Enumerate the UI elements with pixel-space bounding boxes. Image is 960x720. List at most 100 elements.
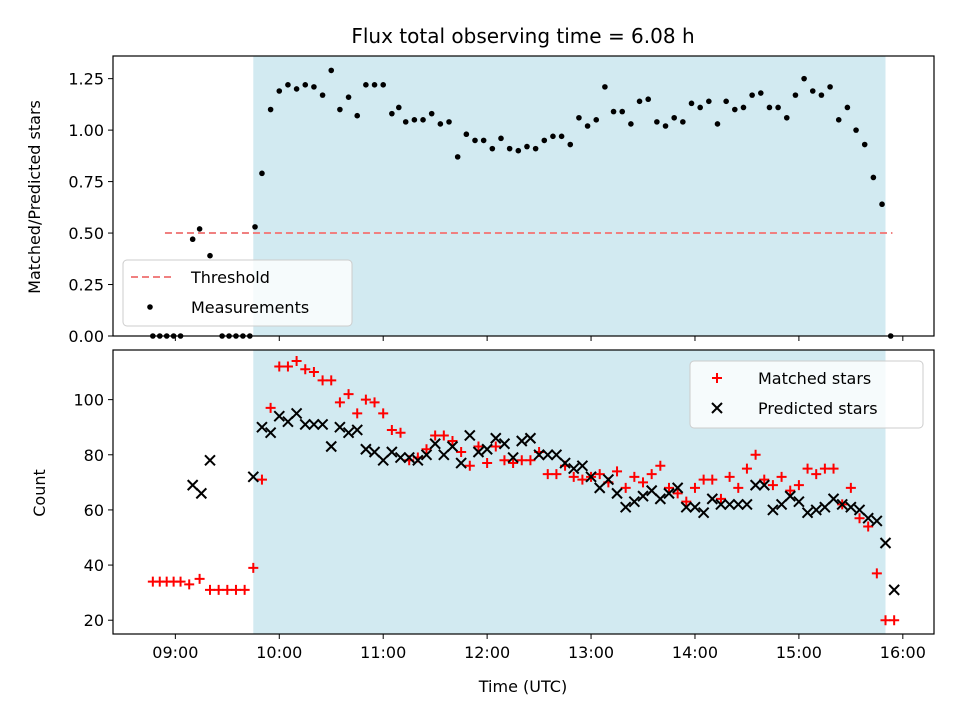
top-measurement-point (515, 147, 522, 154)
bottom-x-tick-label: 15:00 (776, 643, 822, 662)
top-measurement-point (732, 106, 738, 113)
top-measurement-point (276, 88, 283, 94)
top-legend-label: Measurements (191, 298, 309, 317)
bottom-matched-stars-point (681, 496, 692, 507)
bottom-predicted-stars-point (879, 537, 892, 549)
bottom-predicted-stars-point (706, 493, 719, 505)
bottom-matched-stars-point (551, 469, 562, 480)
bottom-matched-stars-point (568, 471, 579, 482)
top-measurement-point (775, 104, 781, 111)
top-chart-title: Flux total observing time = 6.08 h (351, 24, 694, 48)
bottom-y-tick-label: 80 (84, 446, 104, 465)
top-measurement-point (328, 67, 335, 74)
bottom-matched-stars-point (819, 463, 830, 474)
bottom-predicted-stars-point (386, 446, 398, 458)
bottom-matched-stars-point (802, 463, 813, 474)
top-measurement-point (879, 201, 885, 208)
bottom-matched-stars-point (274, 361, 285, 372)
bottom-predicted-stars-point (697, 506, 710, 519)
top-y-tick-label: 0.75 (68, 173, 104, 192)
bottom-matched-stars-point (456, 447, 467, 458)
bottom-matched-stars-point (508, 458, 519, 469)
bottom-predicted-stars-point (507, 451, 519, 464)
bottom-matched-stars-point (239, 584, 250, 595)
bottom-matched-stars-point (369, 397, 380, 408)
bottom-y-tick-label: 20 (84, 611, 104, 630)
bottom-predicted-stars-point (801, 506, 814, 519)
bottom-matched-stars-point (793, 480, 804, 491)
bottom-predicted-stars-point (793, 495, 805, 508)
bottom-matched-stars-point (542, 469, 553, 480)
bottom-matched-stars-point (767, 480, 778, 491)
bottom-predicted-stars-point (490, 432, 502, 444)
top-measurement-point (302, 82, 309, 88)
bottom-predicted-stars-point (516, 435, 528, 447)
top-measurement-point (196, 226, 203, 232)
top-measurement-point (749, 92, 755, 98)
bottom-matched-stars-point (194, 573, 205, 584)
bottom-matched-stars-point (438, 430, 449, 441)
bottom-predicted-stars-point (888, 584, 900, 596)
bottom-legend-label: Matched stars (758, 369, 871, 388)
top-measurement-point (558, 133, 565, 140)
bottom-matched-stars-point (222, 584, 233, 595)
top-measurement-point (844, 104, 851, 111)
bottom-predicted-stars-point (550, 449, 563, 461)
bottom-predicted-stars-point (568, 462, 580, 475)
top-measurement-point (532, 145, 539, 152)
top-measurement-point (252, 224, 258, 230)
top-measurement-point (550, 133, 556, 140)
bottom-predicted-stars-point (602, 473, 615, 486)
bottom-predicted-stars-point (585, 471, 597, 483)
bottom-matched-stars-point (464, 460, 475, 471)
bottom-predicted-stars-point (862, 512, 874, 524)
bottom-x-tick-label: 10:00 (256, 643, 302, 662)
top-measurement-point (584, 123, 591, 129)
bottom-x-tick-label: 13:00 (568, 643, 614, 662)
bottom-predicted-stars-point (429, 438, 441, 450)
bottom-predicted-stars-point (498, 438, 511, 450)
bottom-predicted-stars-point (723, 498, 736, 511)
top-measurement-point (645, 96, 652, 103)
bottom-predicted-stars-point (671, 482, 684, 494)
bottom-matched-stars-point (482, 458, 493, 469)
top-measurement-point (363, 82, 369, 88)
bottom-matched-stars-point (213, 584, 224, 595)
top-y-tick-label: 0.00 (68, 327, 104, 346)
bottom-matched-stars-point (672, 488, 683, 499)
bottom-legend-marker-predicted (711, 402, 723, 414)
bottom-predicted-stars-point (204, 454, 216, 466)
bottom-matched-stars-point (741, 463, 752, 474)
top-panel: 0.00 0.25 0.50 0.75 1.00 1.25 Threshold Measure… (68, 55, 935, 346)
bottom-x-tick-label: 16:00 (880, 643, 926, 662)
top-measurement-point (628, 121, 634, 127)
bottom-matched-stars-point (525, 455, 536, 466)
top-legend-box (122, 259, 353, 327)
top-measurement-point (420, 117, 426, 123)
top-measurement-point (207, 252, 213, 259)
top-measurement-point (463, 131, 470, 138)
bottom-legend-box (689, 360, 924, 429)
bottom-predicted-stars-point (377, 454, 389, 466)
top-measurement-point (354, 112, 361, 119)
bottom-matched-stars-point (291, 356, 302, 367)
top-y-axis-label: Matched/Predicted stars (25, 100, 44, 294)
top-measurement-point (389, 110, 395, 117)
top-measurement-point (337, 106, 343, 113)
bottom-matched-stars-point (282, 361, 293, 372)
bottom-predicted-stars-point (334, 421, 346, 433)
top-measurement-point (714, 121, 721, 127)
top-y-tick-label: 0.25 (68, 276, 104, 295)
top-measurement-point (602, 84, 608, 90)
top-axes-frame (112, 55, 935, 337)
bottom-predicted-stars-point (403, 451, 415, 464)
bottom-matched-stars-point (447, 435, 458, 446)
top-measurement-point (766, 104, 773, 111)
top-y-tick-label: 1.25 (68, 70, 104, 89)
bottom-predicted-stars-point (749, 479, 762, 491)
top-measurement-point (740, 104, 747, 111)
bottom-x-tick-label: 12:00 (464, 643, 510, 662)
bottom-predicted-stars-point (645, 484, 658, 497)
bottom-predicted-stars-point (195, 487, 208, 500)
top-measurement-point (285, 82, 291, 88)
